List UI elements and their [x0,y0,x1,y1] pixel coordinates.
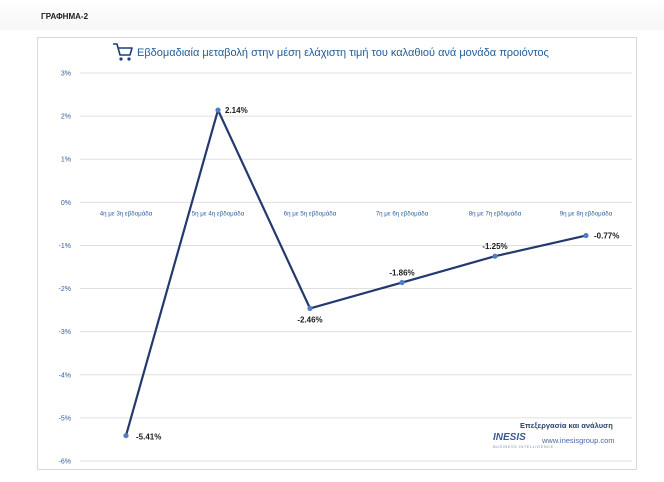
x-category-label: 8η με 7η εβδομάδα [469,210,522,217]
series-line [124,108,587,436]
y-tick-label: -5% [59,415,71,422]
data-point [215,107,221,113]
website-url: www.inesisgroup.com [542,436,615,445]
data-point [492,253,498,259]
data-label: -0.77% [594,232,619,241]
data-point [123,432,129,439]
x-category-label: 4η με 3η εβδομάδα [100,210,153,217]
series-line-path [124,108,587,436]
series-markers [123,107,589,439]
data-point [583,232,589,239]
x-category-label: 9η με 8η εβδομάδα [560,210,613,217]
x-category-label: 7η με 6η εβδομάδα [376,210,429,217]
inesis-logo-subtitle: BUSINESS INTELLIGENCE [493,444,554,449]
data-label: -1.25% [482,242,507,251]
y-tick-label: 3% [61,71,71,78]
data-label: -5.41% [136,433,161,442]
data-point [307,305,313,311]
inesis-logo: INESIS [493,432,526,443]
credit-text: Επεξεργασία και ανάλυση [520,421,613,430]
y-tick-label: -4% [59,372,71,379]
data-point [399,279,405,286]
y-tick-label: -3% [59,329,71,336]
y-tick-label: -2% [59,286,71,293]
data-label: -1.86% [389,269,414,278]
y-tick-label: 1% [61,157,71,164]
y-tick-label: 0% [61,200,71,207]
data-label: 2.14% [225,106,248,115]
y-axis-tick-labels: 3% 2% 1% 0% -1% -2% -3% -4% -5% -6% [59,71,71,466]
gridlines [80,72,632,462]
y-tick-label: -1% [59,243,71,250]
x-axis-category-labels: 4η με 3η εβδομάδα 5η με 4η εβδομάδα 6η με … [100,210,613,217]
shopping-cart-icon [113,43,133,61]
chart-title: Εβδομαδιαία μεταβολή στην μέση ελάχιστη … [137,47,549,59]
top-bar [0,0,664,30]
data-labels: -5.41% 2.14% -2.46% -1.86% -1.25% -0.77% [136,106,619,441]
x-category-label: 6η με 5η εβδομάδα [284,210,337,217]
data-label: -2.46% [297,315,322,324]
page-label: ΓΡΑΦΗΜΑ-2 [41,12,89,21]
x-category-label: 5η με 4η εβδομάδα [192,210,245,217]
y-tick-label: 2% [61,114,71,121]
y-tick-label: -6% [59,459,71,466]
